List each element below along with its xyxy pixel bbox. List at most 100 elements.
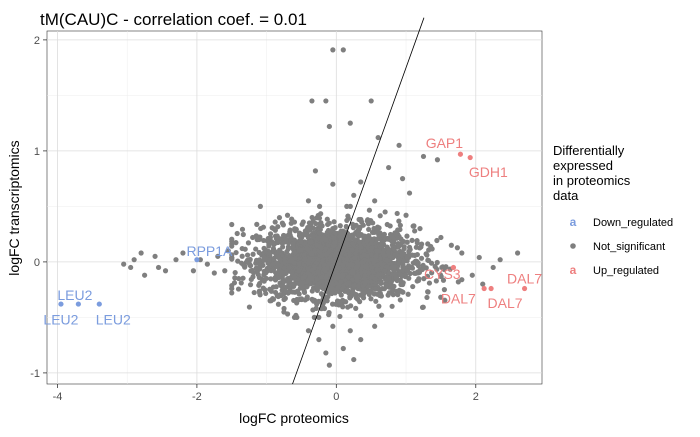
point-not-significant	[432, 263, 438, 270]
point-not-significant	[267, 234, 274, 241]
point-not-significant	[323, 98, 329, 104]
point-not-significant	[304, 284, 310, 290]
point-down-regulated	[75, 301, 81, 307]
point-not-significant	[229, 282, 235, 289]
point-not-significant	[358, 336, 364, 343]
point-not-significant	[414, 251, 420, 258]
point-not-significant	[424, 273, 431, 279]
point-not-significant	[469, 272, 475, 278]
point-not-significant	[375, 134, 381, 141]
regression-line	[292, 17, 425, 385]
point-not-significant	[265, 268, 271, 274]
point-not-significant	[382, 209, 388, 215]
point-not-significant	[418, 255, 425, 261]
point-not-significant	[319, 274, 325, 280]
point-not-significant	[299, 221, 305, 227]
point-not-significant	[324, 265, 330, 271]
point-not-significant	[340, 297, 346, 303]
point-not-significant	[420, 304, 426, 310]
point-not-significant	[480, 281, 486, 287]
point-not-significant	[379, 312, 385, 318]
point-not-significant	[365, 217, 371, 223]
point-not-significant	[356, 232, 362, 238]
point-not-significant	[318, 220, 324, 226]
point-not-significant	[278, 236, 284, 242]
point-not-significant	[229, 236, 235, 242]
point-not-significant	[250, 234, 256, 241]
point-not-significant	[434, 237, 440, 244]
point-not-significant	[302, 256, 308, 262]
legend-key-glyph: a	[570, 215, 577, 229]
point-not-significant	[359, 219, 365, 225]
point-not-significant	[251, 289, 257, 296]
point-not-significant	[314, 283, 320, 289]
point-not-significant	[377, 292, 383, 299]
point-not-significant	[308, 238, 314, 245]
point-not-significant	[272, 219, 278, 225]
point-not-significant	[303, 245, 310, 251]
point-down-regulated	[58, 301, 64, 307]
point-not-significant	[316, 336, 322, 343]
point-not-significant	[415, 260, 421, 266]
point-not-significant	[340, 262, 346, 269]
point-not-significant	[407, 247, 413, 253]
point-not-significant	[332, 225, 338, 231]
point-not-significant	[434, 259, 440, 266]
point-not-significant	[291, 274, 298, 281]
point-not-significant	[396, 218, 402, 224]
point-not-significant	[289, 269, 295, 275]
point-not-significant	[420, 153, 427, 160]
point-not-significant	[249, 267, 255, 274]
point-not-significant	[253, 246, 259, 252]
point-not-significant	[304, 294, 310, 300]
point-not-significant	[291, 237, 298, 243]
point-not-significant	[384, 221, 390, 228]
point-not-significant	[347, 328, 353, 334]
point-not-significant	[232, 270, 238, 276]
point-not-significant	[373, 253, 379, 259]
point-not-significant	[173, 257, 179, 263]
point-not-significant	[354, 278, 360, 284]
point-not-significant	[441, 287, 447, 293]
legend-title-line: data	[553, 188, 579, 203]
point-not-significant	[386, 290, 392, 296]
point-label: GDH1	[469, 164, 508, 180]
point-not-significant	[233, 249, 239, 256]
point-not-significant	[310, 225, 316, 231]
point-not-significant	[289, 256, 295, 262]
point-not-significant	[283, 288, 289, 294]
point-not-significant	[281, 296, 287, 303]
point-not-significant	[287, 227, 293, 233]
point-not-significant	[455, 279, 461, 285]
point-not-significant	[272, 277, 279, 283]
point-not-significant	[360, 291, 366, 297]
point-not-significant	[345, 287, 351, 294]
point-not-significant	[374, 236, 380, 242]
point-not-significant	[351, 356, 357, 363]
point-not-significant	[281, 265, 287, 271]
point-not-significant	[490, 264, 496, 271]
legend-title-line: expressed	[553, 158, 613, 173]
point-not-significant	[395, 292, 401, 298]
point-not-significant	[250, 251, 256, 257]
point-not-significant	[347, 261, 354, 268]
point-not-significant	[438, 234, 444, 241]
point-not-significant	[442, 297, 448, 303]
point-not-significant	[279, 220, 285, 226]
point-not-significant	[351, 192, 357, 198]
point-label: LEU2	[96, 312, 131, 328]
point-label: GAP1	[426, 135, 464, 151]
grid-major	[47, 31, 542, 384]
point-not-significant	[296, 247, 302, 253]
point-not-significant	[294, 288, 301, 294]
point-not-significant	[310, 233, 317, 239]
point-not-significant	[204, 261, 210, 267]
point-not-significant	[331, 258, 337, 265]
legend-entry-label: Not_significant	[593, 241, 665, 253]
point-not-significant	[329, 285, 335, 291]
point-not-significant	[284, 248, 290, 255]
point-not-significant	[410, 283, 416, 290]
point-not-significant	[247, 256, 253, 263]
point-not-significant	[365, 270, 372, 276]
